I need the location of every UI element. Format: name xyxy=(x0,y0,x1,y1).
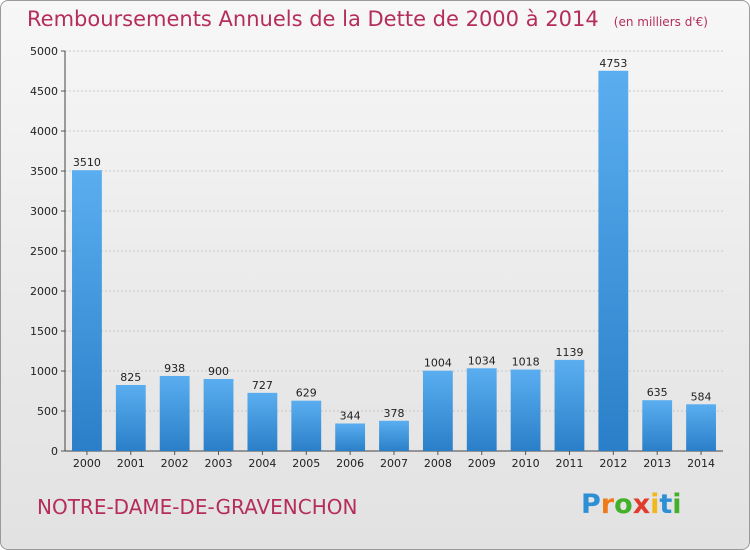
logo-letter: P xyxy=(581,489,601,520)
city-name: NOTRE-DAME-DE-GRAVENCHON xyxy=(37,495,358,519)
x-tick-label-2000: 2000 xyxy=(73,457,101,470)
data-label-2002: 938 xyxy=(164,362,185,375)
data-label-2001: 825 xyxy=(120,371,141,384)
data-label-2003: 900 xyxy=(208,365,229,378)
data-label-2007: 378 xyxy=(384,407,405,420)
bar-2006 xyxy=(335,423,366,451)
y-tick-label: 2500 xyxy=(30,245,58,258)
logo-letter: o xyxy=(614,489,633,520)
logo-letter: t xyxy=(659,489,673,520)
y-tick-label: 1500 xyxy=(30,325,58,338)
x-tick-label-2014: 2014 xyxy=(687,457,715,470)
y-tick-label: 3000 xyxy=(30,205,58,218)
y-tick-label: 0 xyxy=(51,445,58,458)
logo-letter: x xyxy=(632,489,651,520)
bar-2002 xyxy=(159,375,190,451)
proxiti-logo: Proxiti xyxy=(581,489,682,520)
y-tick-label: 4500 xyxy=(30,85,58,98)
x-tick-label-2001: 2001 xyxy=(117,457,145,470)
bar-2010 xyxy=(510,369,541,451)
x-tick-label-2012: 2012 xyxy=(599,457,627,470)
data-label-2014: 584 xyxy=(691,390,712,403)
bar-2009 xyxy=(466,368,497,451)
x-tick-label-2011: 2011 xyxy=(555,457,583,470)
data-label-2006: 344 xyxy=(340,409,361,422)
y-tick-label: 1000 xyxy=(30,365,58,378)
logo-letter: i xyxy=(650,489,660,520)
y-tick-label: 4000 xyxy=(30,125,58,138)
bar-2012 xyxy=(598,70,629,451)
bar-2004 xyxy=(247,392,278,451)
x-tick-label-2008: 2008 xyxy=(424,457,452,470)
bar-2008 xyxy=(422,370,453,451)
data-label-2010: 1018 xyxy=(512,356,540,369)
data-label-2009: 1034 xyxy=(468,354,496,367)
x-tick-label-2010: 2010 xyxy=(512,457,540,470)
y-tick-label: 500 xyxy=(37,405,58,418)
bar-2000 xyxy=(72,170,102,451)
data-label-2011: 1139 xyxy=(555,346,583,359)
chart-title: Remboursements Annuels de la Dette de 20… xyxy=(27,7,599,31)
x-tick-label-2004: 2004 xyxy=(248,457,276,470)
logo-letter: i xyxy=(672,489,682,520)
bar-2013 xyxy=(642,400,673,451)
bar-2007 xyxy=(379,420,409,451)
x-tick-label-2006: 2006 xyxy=(336,457,364,470)
data-label-2004: 727 xyxy=(252,379,273,392)
bar-2003 xyxy=(203,379,234,451)
data-label-2000: 3510 xyxy=(73,156,101,169)
data-label-2013: 635 xyxy=(647,386,668,399)
x-tick-label-2003: 2003 xyxy=(205,457,233,470)
x-tick-label-2009: 2009 xyxy=(468,457,496,470)
x-tick-label-2002: 2002 xyxy=(161,457,189,470)
bar-2014 xyxy=(686,404,716,451)
y-tick-label: 2000 xyxy=(30,285,58,298)
x-tick-label-2013: 2013 xyxy=(643,457,671,470)
x-tick-label-2005: 2005 xyxy=(292,457,320,470)
data-label-2012: 4753 xyxy=(599,57,627,70)
chart-unit-note: (en milliers d'€) xyxy=(613,15,708,29)
title-row: Remboursements Annuels de la Dette de 20… xyxy=(27,7,708,31)
y-tick-label: 5000 xyxy=(30,45,58,58)
bar-2011 xyxy=(554,359,585,451)
y-tick-label: 3500 xyxy=(30,165,58,178)
logo-letter: r xyxy=(600,489,615,520)
bar-2005 xyxy=(291,400,322,451)
x-tick-label-2007: 2007 xyxy=(380,457,408,470)
data-label-2005: 629 xyxy=(296,387,317,400)
bar-2001 xyxy=(115,385,146,451)
data-label-2008: 1004 xyxy=(424,357,452,370)
